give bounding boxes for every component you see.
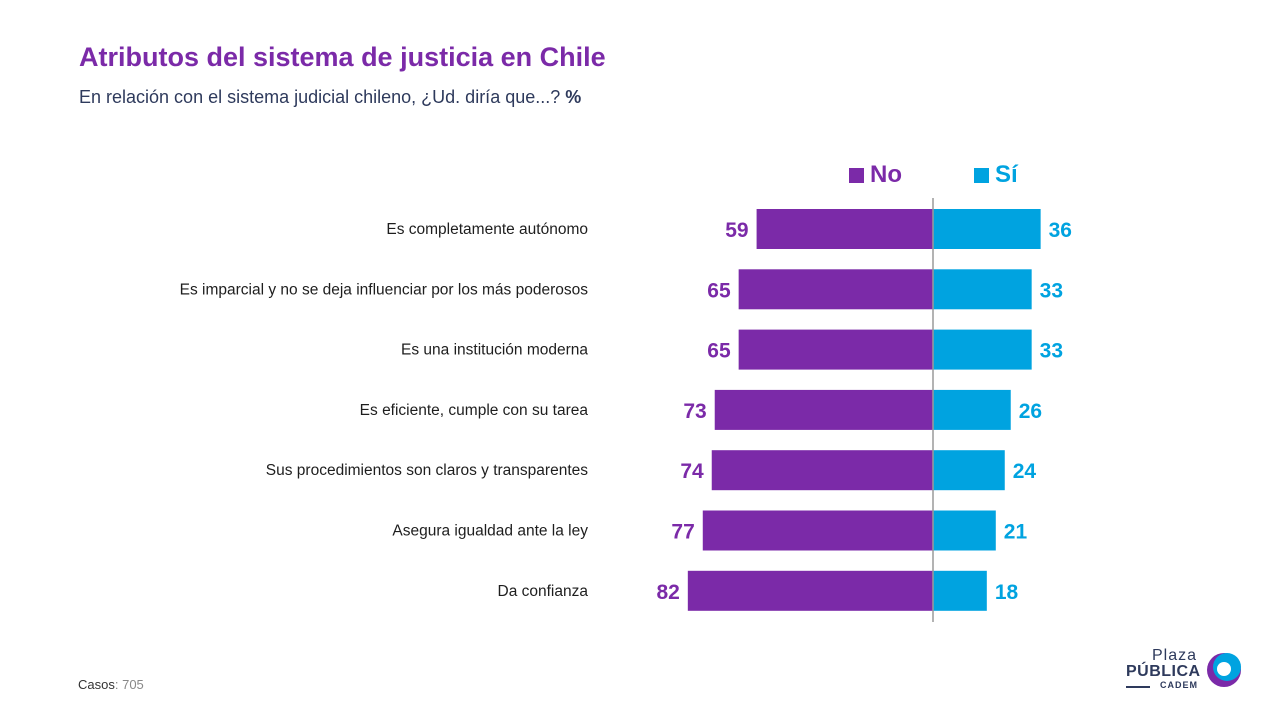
data-label-si: 24 [1013, 460, 1037, 483]
data-label-no: 74 [680, 460, 704, 483]
category-label: Es eficiente, cumple con su tarea [360, 402, 589, 419]
logo-line-3: CADEM [1160, 680, 1198, 690]
bar-si [933, 389, 1011, 430]
chart-title: Atributos del sistema de justicia en Chi… [79, 42, 606, 72]
category-label: Sus procedimientos son claros y transpar… [266, 462, 588, 479]
logo-line-1: Plaza [1152, 647, 1198, 664]
data-label-no: 82 [656, 581, 679, 604]
category-label: Asegura igualdad ante la ley [392, 523, 588, 540]
data-label-si: 18 [995, 581, 1019, 604]
data-label-no: 65 [707, 340, 731, 363]
bar-si [933, 570, 987, 611]
data-label-no: 73 [683, 400, 706, 423]
bar-no [714, 389, 933, 430]
legend-swatch-si [974, 167, 989, 183]
subtitle-unit: % [565, 87, 582, 107]
logo-rule [1126, 686, 1150, 688]
data-label-si: 33 [1040, 279, 1063, 302]
bar-no [687, 570, 933, 611]
bar-si [933, 510, 996, 551]
bar-no [756, 209, 933, 249]
category-label: Es completamente autónomo [386, 221, 588, 238]
bar-si [933, 450, 1005, 491]
bar-no [711, 450, 933, 491]
data-label-si: 26 [1019, 400, 1042, 423]
bar-no [702, 510, 933, 551]
data-label-si: 21 [1004, 521, 1028, 544]
plaza-publica-logo: Plaza PÚBLICA CADEM [1126, 647, 1246, 692]
logo-line-2: PÚBLICA [1126, 663, 1201, 680]
subtitle-text: En relación con el sistema judicial chil… [79, 87, 561, 107]
data-label-no: 65 [707, 279, 731, 302]
category-label: Es una institución moderna [401, 342, 588, 359]
legend-label-si: Sí [995, 161, 1018, 188]
data-label-no: 59 [725, 219, 748, 242]
cases-note: Casos: 705 [78, 677, 144, 692]
bar-si [933, 269, 1032, 310]
data-label-si: 36 [1049, 219, 1072, 242]
legend-swatch-no [849, 167, 864, 183]
category-label: Da confianza [498, 583, 589, 600]
bar-si [933, 329, 1032, 370]
cases-label: Casos [78, 677, 115, 692]
bar-no [738, 269, 933, 310]
cases-value: : 705 [114, 677, 144, 692]
category-label: Es imparcial y no se deja influenciar po… [180, 281, 589, 298]
data-label-si: 33 [1040, 340, 1063, 363]
legend-item-si: Sí [974, 161, 1018, 189]
data-label-no: 77 [671, 521, 694, 544]
bar-no [738, 329, 933, 370]
bar-si [933, 209, 1041, 249]
legend-item-no: No [849, 161, 902, 189]
chart-subtitle: En relación con el sistema judicial chil… [79, 87, 581, 108]
logo-mark-icon [1207, 653, 1241, 687]
legend-label-no: No [870, 161, 902, 188]
